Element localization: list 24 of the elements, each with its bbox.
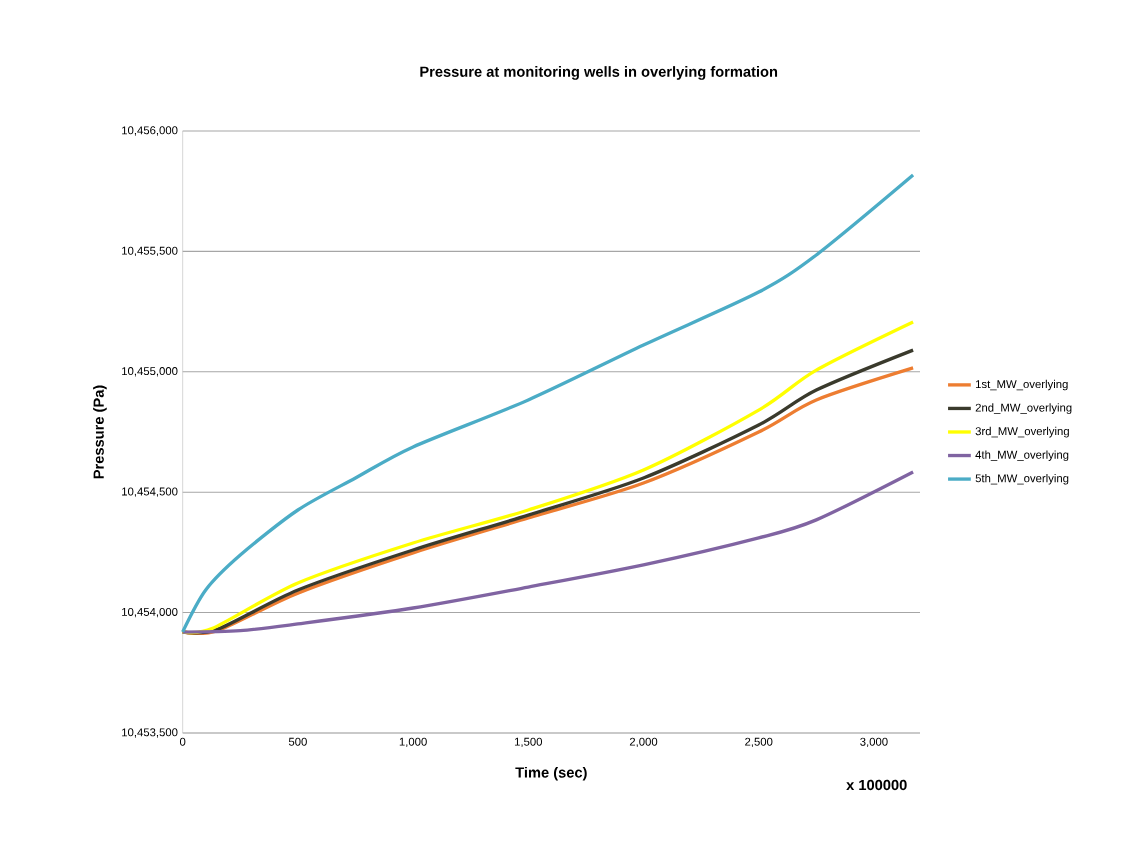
x-tick-label: 1,500 xyxy=(514,737,543,748)
legend-label: 5th_MW_overlying xyxy=(975,473,1069,485)
text: x 100000 xyxy=(846,779,907,791)
y-tick-label: 10,456,000 xyxy=(122,126,178,136)
y-tick-label: 10,455,500 xyxy=(122,246,178,257)
x-tick-label: 2,000 xyxy=(629,737,658,748)
x-tick-label: 3,000 xyxy=(860,737,888,748)
y-tick-label: 10,454,000 xyxy=(122,607,178,618)
line-series xyxy=(181,470,915,634)
x-tick-label: 500 xyxy=(288,737,307,746)
x-tick-label: 2,500 xyxy=(745,737,773,748)
legend-label: 4th_MW_overlying xyxy=(975,450,1069,461)
y-axis-title: Pressure (Pa) xyxy=(93,385,107,479)
x-tick-label: 1,000 xyxy=(399,737,427,748)
y-tick-label: 10,454,500 xyxy=(122,487,178,497)
line-series xyxy=(181,173,915,634)
x-tick-label: 0 xyxy=(179,737,186,746)
y-tick-label: 10,455,000 xyxy=(122,367,178,377)
x-axis-title: Time (sec) xyxy=(515,766,587,781)
chart-title: Pressure at monitoring wells in overlying formation xyxy=(420,66,778,80)
legend-label: 2nd_MW_overlying xyxy=(975,403,1072,414)
legend-label: 3rd_MW_overlying xyxy=(975,426,1069,438)
legend-label: 1st_MW_overlying xyxy=(976,379,1068,391)
y-tick-label: 10,453,500 xyxy=(122,728,178,738)
